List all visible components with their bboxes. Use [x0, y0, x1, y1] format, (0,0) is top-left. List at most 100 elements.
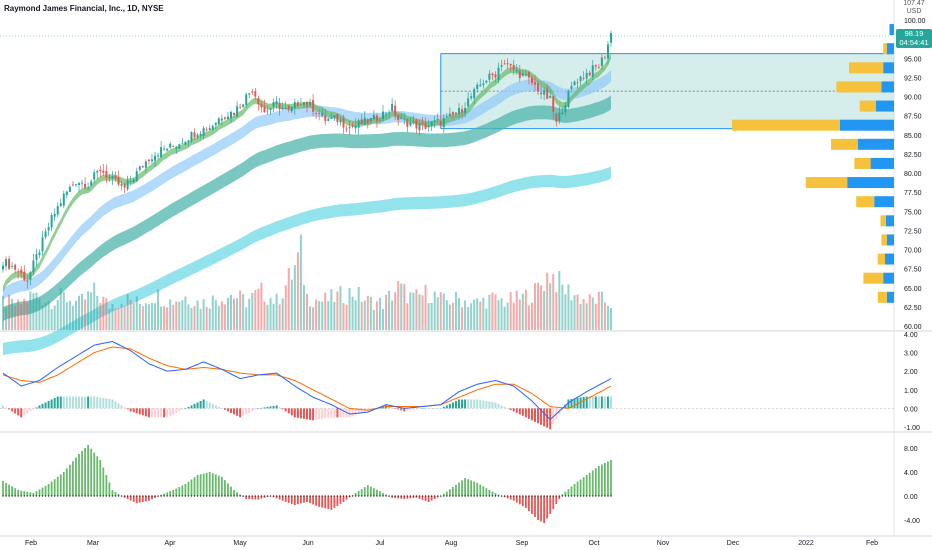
macd-histogram-bar [357, 408, 360, 415]
macd-histogram-bar [567, 399, 570, 409]
volume-bar [369, 296, 372, 330]
osc-zero-dot [573, 495, 576, 497]
volume-bar [494, 294, 497, 330]
osc-bar [464, 478, 466, 496]
osc-bar [32, 493, 35, 496]
osc-zero-dot [8, 495, 10, 497]
osc-zero-dot [181, 495, 183, 497]
volume-bar [378, 297, 381, 330]
price-tick: 82.50 [904, 152, 922, 159]
candle-body [378, 119, 381, 121]
macd-histogram-bar [339, 408, 342, 418]
osc-zero-dot [592, 495, 594, 497]
osc-bar [65, 468, 68, 496]
osc-bar [448, 489, 451, 496]
osc-bar [217, 475, 220, 496]
macd-histogram-bar [233, 408, 236, 415]
candle-body [169, 143, 172, 148]
price-tick: 80.00 [904, 171, 922, 178]
candle-body [409, 122, 412, 126]
candle-body [506, 63, 509, 64]
osc-bar [515, 496, 518, 503]
volume-bar [570, 300, 573, 330]
osc-bar [518, 496, 521, 505]
volume-bar [518, 299, 521, 330]
osc-zero-dot [598, 495, 600, 497]
osc-zero-dot [233, 495, 235, 497]
candle-body [254, 91, 257, 97]
candle-body [394, 105, 397, 116]
vp-bar-up [876, 100, 894, 112]
osc-zero-dot [288, 495, 290, 497]
volume-bar [172, 304, 175, 330]
candle-body [32, 260, 35, 273]
osc-zero-dot [306, 495, 308, 497]
osc-bar [573, 484, 576, 496]
volume-bar [421, 295, 424, 330]
candle-body [135, 171, 138, 182]
osc-zero-dot [376, 495, 378, 497]
candle-body [509, 63, 512, 66]
osc-bar [579, 479, 582, 496]
macd-histogram-bar [530, 408, 533, 421]
macd-histogram-bar [111, 399, 114, 409]
symbol-interval: 1D [127, 4, 138, 13]
candle-body [333, 115, 336, 118]
osc-zero-dot [5, 495, 7, 497]
volume-bar [126, 294, 129, 330]
price-tick: 95.00 [904, 56, 922, 63]
osc-bar [348, 496, 351, 498]
volume-bar [114, 308, 117, 330]
signal-line [2, 346, 612, 411]
osc-tick: 0.00 [904, 494, 918, 501]
osc-bar [230, 486, 232, 496]
volume-bar [169, 299, 172, 330]
volume-bar [482, 297, 485, 330]
price-tick: 67.50 [904, 267, 922, 274]
candle-body [71, 184, 74, 186]
macd-histogram-bar [50, 399, 53, 409]
volume-bar [424, 284, 427, 330]
macd-histogram-bar [433, 408, 436, 409]
volume-bar [296, 252, 299, 330]
volume-bar [32, 293, 35, 330]
osc-zero-dot [315, 495, 317, 497]
candle-body [397, 114, 400, 121]
volume-bar [35, 292, 38, 330]
osc-bar [290, 496, 293, 504]
volume-bar [2, 295, 4, 330]
osc-bar [300, 496, 302, 504]
macd-histogram-bar [166, 408, 169, 418]
osc-bar [190, 479, 193, 496]
volume-bar [345, 304, 348, 330]
osc-zero-dot [504, 495, 506, 497]
candle-body [275, 101, 278, 104]
macd-histogram-bar [458, 399, 460, 409]
macd-histogram-bar [199, 400, 202, 409]
macd-histogram-bar [196, 402, 199, 409]
macd-histogram-bar [20, 408, 23, 418]
candle-body [306, 101, 308, 107]
macd-histogram-bar [251, 408, 254, 412]
candle-body [160, 147, 163, 157]
macd-histogram-bar [230, 408, 232, 413]
osc-zero-dot [148, 495, 150, 497]
candle-body [491, 73, 494, 76]
candle-body [29, 272, 32, 280]
candle-body [287, 105, 290, 110]
macd-histogram-bar [202, 399, 205, 409]
osc-zero-dot [209, 495, 211, 497]
osc-bar [293, 496, 296, 505]
candle-body [537, 83, 540, 92]
candle-body [41, 237, 44, 252]
volume-bar [190, 307, 193, 330]
volume-bar [439, 292, 442, 330]
osc-bar [56, 476, 59, 496]
candle-body [500, 65, 503, 67]
candle-body [68, 186, 71, 192]
candle-body [284, 107, 287, 109]
macd-histogram-bar [293, 408, 296, 418]
macd-histogram-bar [403, 408, 406, 412]
volume-bar [236, 298, 239, 330]
volume-bar [418, 294, 421, 330]
